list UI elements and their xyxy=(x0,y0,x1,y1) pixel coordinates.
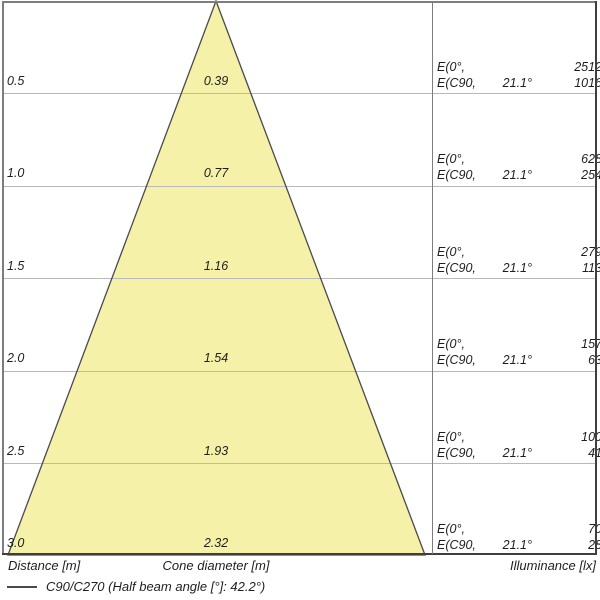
distance-value: 3.0 xyxy=(7,536,25,550)
distance-value: 1.0 xyxy=(7,166,25,180)
ec90-label: E(C90, xyxy=(437,538,476,552)
distance-value: 2.5 xyxy=(7,444,25,458)
gridline xyxy=(3,93,596,94)
legend-line-icon xyxy=(7,586,37,588)
ec90-value: 28 xyxy=(522,538,600,552)
e0-value: 628 xyxy=(581,152,600,166)
illuminance-column-divider xyxy=(432,1,433,554)
frame-top-border xyxy=(2,1,597,3)
e0-value: 279 xyxy=(581,245,600,259)
cone-diameter-value: 1.93 xyxy=(203,444,229,458)
frame-right-border xyxy=(595,1,597,555)
ec90-label: E(C90, xyxy=(437,261,476,275)
gridline xyxy=(3,185,596,187)
frame-left-border xyxy=(2,1,4,555)
e0-label: E(0°, xyxy=(437,522,465,536)
cone-diameter-value: 1.54 xyxy=(203,351,229,365)
e0-label: E(0°, xyxy=(437,152,465,166)
half-beam-angle-value: 21.1° xyxy=(502,538,532,552)
ec90-label: E(C90, xyxy=(437,353,476,367)
e0-value: 100 xyxy=(581,430,600,444)
e0-label: E(0°, xyxy=(437,60,465,74)
half-beam-angle-value: 21.1° xyxy=(502,76,532,90)
half-beam-angle-value: 21.1° xyxy=(502,446,532,460)
cone-diameter-value: 2.32 xyxy=(203,536,229,550)
distance-axis-label: Distance [m] xyxy=(8,558,81,573)
gridline xyxy=(3,463,596,464)
distance-value: 1.5 xyxy=(7,259,25,273)
ec90-label: E(C90, xyxy=(437,168,476,182)
ec90-label: E(C90, xyxy=(437,76,476,90)
ec90-value: 254 xyxy=(581,168,600,182)
e0-label: E(0°, xyxy=(437,337,465,351)
e0-label: E(0°, xyxy=(437,430,465,444)
distance-value: 0.5 xyxy=(7,74,25,88)
ec90-value: 113 xyxy=(582,261,600,275)
e0-value: 157 xyxy=(581,337,600,351)
gridline xyxy=(3,370,596,372)
distance-value: 2.0 xyxy=(7,351,25,365)
frame-bottom-border xyxy=(2,553,597,555)
ec90-label: E(C90, xyxy=(437,446,476,460)
cone-diameter-axis-label: Cone diameter [m] xyxy=(162,558,270,573)
e0-value: 2512 xyxy=(574,60,600,74)
legend: C90/C270 (Half beam angle [°]: 42.2°) xyxy=(7,580,265,594)
half-beam-angle-value: 21.1° xyxy=(502,168,532,182)
ec90-value: 41 xyxy=(522,446,600,460)
cone-diameter-value: 0.77 xyxy=(203,166,229,180)
half-beam-angle-value: 21.1° xyxy=(502,353,532,367)
half-beam-angle-value: 21.1° xyxy=(502,261,532,275)
e0-label: E(0°, xyxy=(437,245,465,259)
cone-diameter-value: 0.39 xyxy=(203,74,229,88)
legend-label: C90/C270 (Half beam angle [°]: 42.2°) xyxy=(46,579,266,594)
e0-value: 70 xyxy=(522,522,600,536)
ec90-value: 1016 xyxy=(574,76,600,90)
cone-diameter-value: 1.16 xyxy=(203,259,229,273)
gridline xyxy=(3,278,596,279)
illuminance-axis-label: Illuminance [lx] xyxy=(510,558,596,573)
ec90-value: 63 xyxy=(522,353,600,367)
